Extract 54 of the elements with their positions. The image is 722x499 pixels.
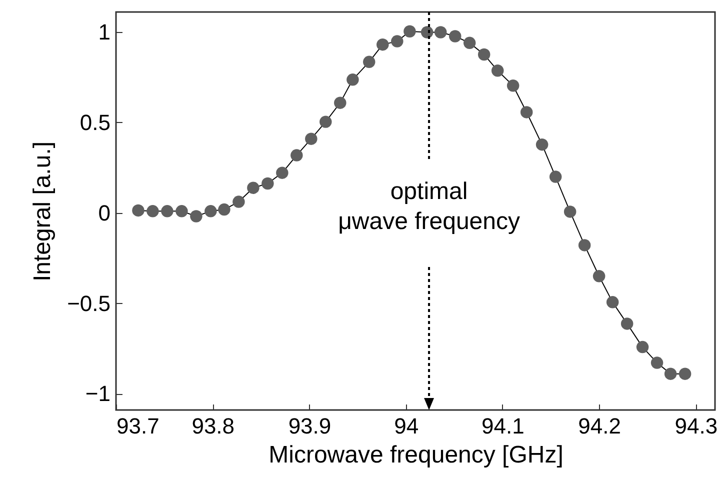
point [491, 64, 504, 77]
point [290, 149, 303, 162]
point [376, 38, 389, 51]
y-tick-label: 0.5 [80, 110, 110, 135]
point [391, 35, 404, 48]
point [620, 318, 634, 330]
point [247, 182, 260, 194]
point [536, 138, 548, 151]
point [578, 239, 591, 252]
x-tick-label: 94.1 [482, 414, 524, 438]
point [190, 210, 202, 222]
point [176, 205, 188, 218]
point [448, 30, 462, 42]
point [463, 36, 476, 50]
point [506, 80, 520, 92]
point [592, 270, 606, 282]
y-tick-label: 1 [98, 19, 110, 44]
x-tick-label: 94.3 [674, 414, 718, 438]
point [161, 205, 174, 218]
point [132, 204, 144, 217]
point [204, 205, 217, 218]
y-tick-label: −1 [85, 381, 110, 406]
y-axis-title: Integral [a.u.] [29, 141, 56, 282]
y-tick-label: 0 [98, 200, 110, 226]
point [305, 132, 318, 145]
point [636, 340, 649, 354]
point [520, 106, 533, 118]
point [404, 25, 416, 38]
point [232, 196, 245, 208]
point [434, 26, 447, 38]
ref-line-label: optimal μwave frequency [338, 178, 520, 235]
point [664, 368, 677, 380]
point [334, 96, 346, 109]
point [262, 177, 274, 190]
point [564, 206, 576, 218]
x-tick-label: 94 [394, 414, 419, 438]
point [218, 203, 230, 216]
point [478, 48, 490, 61]
x-tick-label: 94.2 [578, 414, 621, 438]
point [606, 296, 619, 308]
point [146, 205, 159, 218]
x-tick-label: 93.9 [288, 414, 332, 438]
x-tick-label: 93.8 [192, 414, 235, 438]
point [320, 116, 332, 128]
point [678, 368, 692, 380]
point [549, 170, 562, 183]
point [420, 26, 434, 38]
point [346, 74, 359, 86]
x-axis-title: Microwave frequency [GHz] [268, 442, 564, 468]
y-tick-label: −0.5 [67, 290, 110, 316]
x-tick-label: 93.7 [116, 414, 160, 438]
point [363, 56, 376, 68]
point [650, 356, 664, 369]
point [276, 166, 288, 179]
